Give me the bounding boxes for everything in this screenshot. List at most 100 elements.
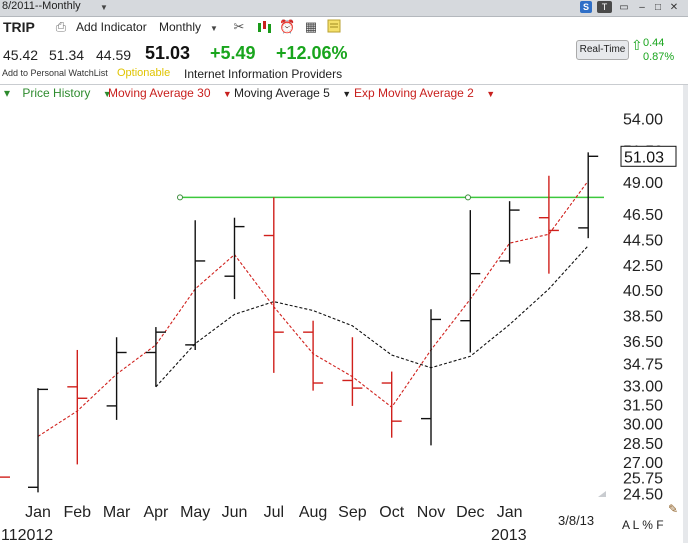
title-dropdown-icon[interactable]: ▼ bbox=[100, 3, 108, 12]
ohlc-bar bbox=[185, 220, 206, 350]
quote-change-pct: +12.06% bbox=[276, 43, 348, 63]
x-tick-label: Jan bbox=[497, 504, 523, 521]
ohlc-bar bbox=[303, 320, 324, 391]
scroll-corner-icon bbox=[598, 491, 606, 497]
study-price-history-marker-icon: ▾ bbox=[4, 86, 11, 100]
up-arrow-icon: ⇧ bbox=[631, 37, 643, 53]
toolbar: TRIP ⎙ Add Indicator Monthly ▼ ✂ ⏰ ▦ bbox=[0, 17, 688, 39]
study-price-history-dropdown-icon[interactable]: ▼ bbox=[102, 89, 112, 99]
study-ema2-dropdown-icon[interactable]: ▼ bbox=[486, 89, 496, 99]
current-date-label: 3/8/13 bbox=[558, 513, 594, 528]
y-tick-label: 24.50 bbox=[623, 487, 663, 504]
ohlc-bar bbox=[106, 337, 127, 420]
real-time-change: 0.44 bbox=[643, 37, 665, 49]
x-tick-label: Feb bbox=[64, 504, 92, 521]
ohlc-bar bbox=[538, 175, 559, 274]
y-tick-label: 25.75 bbox=[623, 471, 663, 488]
y-tick-label: 33.00 bbox=[623, 379, 663, 396]
study-ema2[interactable]: Exp Moving Average 2 ▼ bbox=[354, 86, 504, 100]
quote-last: 51.03 bbox=[145, 43, 191, 63]
last-price-box bbox=[620, 145, 677, 167]
y-tick-label: 36.50 bbox=[623, 334, 663, 351]
x-tick-label: Jun bbox=[222, 504, 248, 521]
ema2-series-line bbox=[37, 180, 589, 437]
quote-open: 45.42 bbox=[3, 47, 39, 63]
ohlc-bar bbox=[421, 309, 441, 446]
study-ma5-dropdown-icon[interactable]: ▼ bbox=[342, 89, 352, 99]
y-tick-label: 34.75 bbox=[623, 356, 663, 373]
study-ma30-dropdown-icon[interactable]: ▼ bbox=[222, 89, 232, 99]
ohlc-bar bbox=[145, 327, 166, 387]
optionable-label: Optionable bbox=[117, 67, 171, 79]
study-ma30-label: Moving Average 30 bbox=[108, 86, 211, 100]
symbol-label[interactable]: TRIP bbox=[3, 19, 35, 35]
minimize-icon[interactable]: – bbox=[639, 2, 645, 13]
ma5-series-line bbox=[155, 245, 589, 388]
study-ema2-label: Exp Moving Average 2 bbox=[354, 86, 474, 100]
period-select[interactable]: Monthly bbox=[159, 20, 202, 34]
s-badge-button[interactable]: S bbox=[580, 1, 592, 13]
x-tick-label: Jan bbox=[25, 504, 51, 521]
candlestick-icon[interactable] bbox=[256, 19, 272, 35]
notes-icon[interactable] bbox=[326, 19, 342, 35]
period-dropdown-icon[interactable]: ▼ bbox=[210, 24, 218, 33]
y-tick-label: 54.00 bbox=[623, 112, 663, 129]
tools-icon[interactable]: ✂ bbox=[233, 19, 245, 34]
pencil-icon[interactable]: ✎ bbox=[667, 502, 679, 516]
ohlc-bar bbox=[263, 197, 284, 373]
quote-low: 44.59 bbox=[96, 47, 132, 63]
real-time-button[interactable]: Real-Time bbox=[576, 40, 629, 60]
add-indicator-button[interactable]: Add Indicator bbox=[76, 20, 147, 34]
resistance-anchor-start bbox=[177, 194, 183, 201]
y-tick-label: 49.00 bbox=[623, 175, 663, 192]
print-icon[interactable]: ⎙ bbox=[55, 19, 67, 34]
y-tick-label: 31.50 bbox=[623, 398, 663, 415]
save-icon[interactable]: ▭ bbox=[619, 2, 629, 13]
quote-change: +5.49 bbox=[210, 43, 256, 63]
resistance-anchor-mid bbox=[465, 194, 471, 201]
x-tick-label: Aug bbox=[299, 504, 327, 521]
maximize-icon[interactable]: □ bbox=[654, 2, 662, 13]
x-tick-label: May bbox=[180, 504, 210, 521]
close-icon[interactable]: ✕ bbox=[669, 2, 679, 13]
title-bar: 8/2011--Monthly ▼ S T ▭ – □ ✕ bbox=[0, 0, 688, 17]
scale-controls[interactable]: A L % F bbox=[622, 518, 664, 532]
ohlc-bar bbox=[224, 217, 245, 300]
ohlc-bar bbox=[28, 388, 48, 493]
y-tick-label: 30.00 bbox=[623, 417, 663, 434]
study-ma5[interactable]: Moving Average 5 ▼ bbox=[234, 86, 360, 100]
t-badge-button[interactable]: T bbox=[597, 1, 612, 13]
window-title[interactable]: 8/2011--Monthly bbox=[2, 0, 81, 12]
study-ma5-label: Moving Average 5 bbox=[234, 86, 330, 100]
x-tick-label: Mar bbox=[103, 504, 131, 521]
x-tick-label: Nov bbox=[417, 504, 445, 521]
watchlist-link[interactable]: Add to Personal WatchList bbox=[2, 68, 108, 78]
industry-label: Internet Information Providers bbox=[184, 67, 343, 81]
ohlc-bar bbox=[499, 201, 520, 264]
ohlc-bar bbox=[578, 152, 599, 239]
study-ma30[interactable]: Moving Average 30 ▼ bbox=[108, 86, 241, 100]
ohlc-bar bbox=[460, 210, 481, 353]
quote-line: 45.42 51.34 44.59 51.03 +5.49 +12.06% bbox=[0, 42, 560, 66]
x-tick-label: Jul bbox=[264, 504, 284, 521]
x-tick-label: Apr bbox=[143, 504, 169, 521]
y-tick-label: 46.50 bbox=[623, 207, 663, 224]
ohlc-bar bbox=[342, 337, 363, 406]
study-price-history[interactable]: ▾ Price History ▼ bbox=[4, 86, 121, 100]
alarm-clock-icon[interactable]: ⏰ bbox=[279, 19, 296, 34]
y-tick-label: 28.50 bbox=[623, 436, 663, 453]
real-time-change-pct: 0.87% bbox=[643, 51, 675, 63]
y-tick-label: 44.50 bbox=[623, 232, 663, 249]
x-tick-label: Sep bbox=[338, 504, 367, 521]
x-tick-label: Oct bbox=[379, 504, 404, 521]
header-separator bbox=[0, 84, 688, 85]
y-tick-label: 40.50 bbox=[623, 283, 663, 300]
real-time-values: 0.44 0.87% bbox=[643, 36, 674, 64]
y-tick-label: 27.00 bbox=[623, 455, 663, 472]
right-scroll-strip[interactable] bbox=[683, 85, 688, 543]
year-label: 112012 bbox=[1, 527, 53, 543]
price-chart[interactable]: 54.0051.5049.0046.5044.5042.5040.5038.50… bbox=[0, 102, 683, 543]
y-tick-label: 42.50 bbox=[623, 258, 663, 275]
x-tick-label: Dec bbox=[456, 504, 484, 521]
grid-settings-icon[interactable]: ▦ bbox=[304, 19, 318, 34]
